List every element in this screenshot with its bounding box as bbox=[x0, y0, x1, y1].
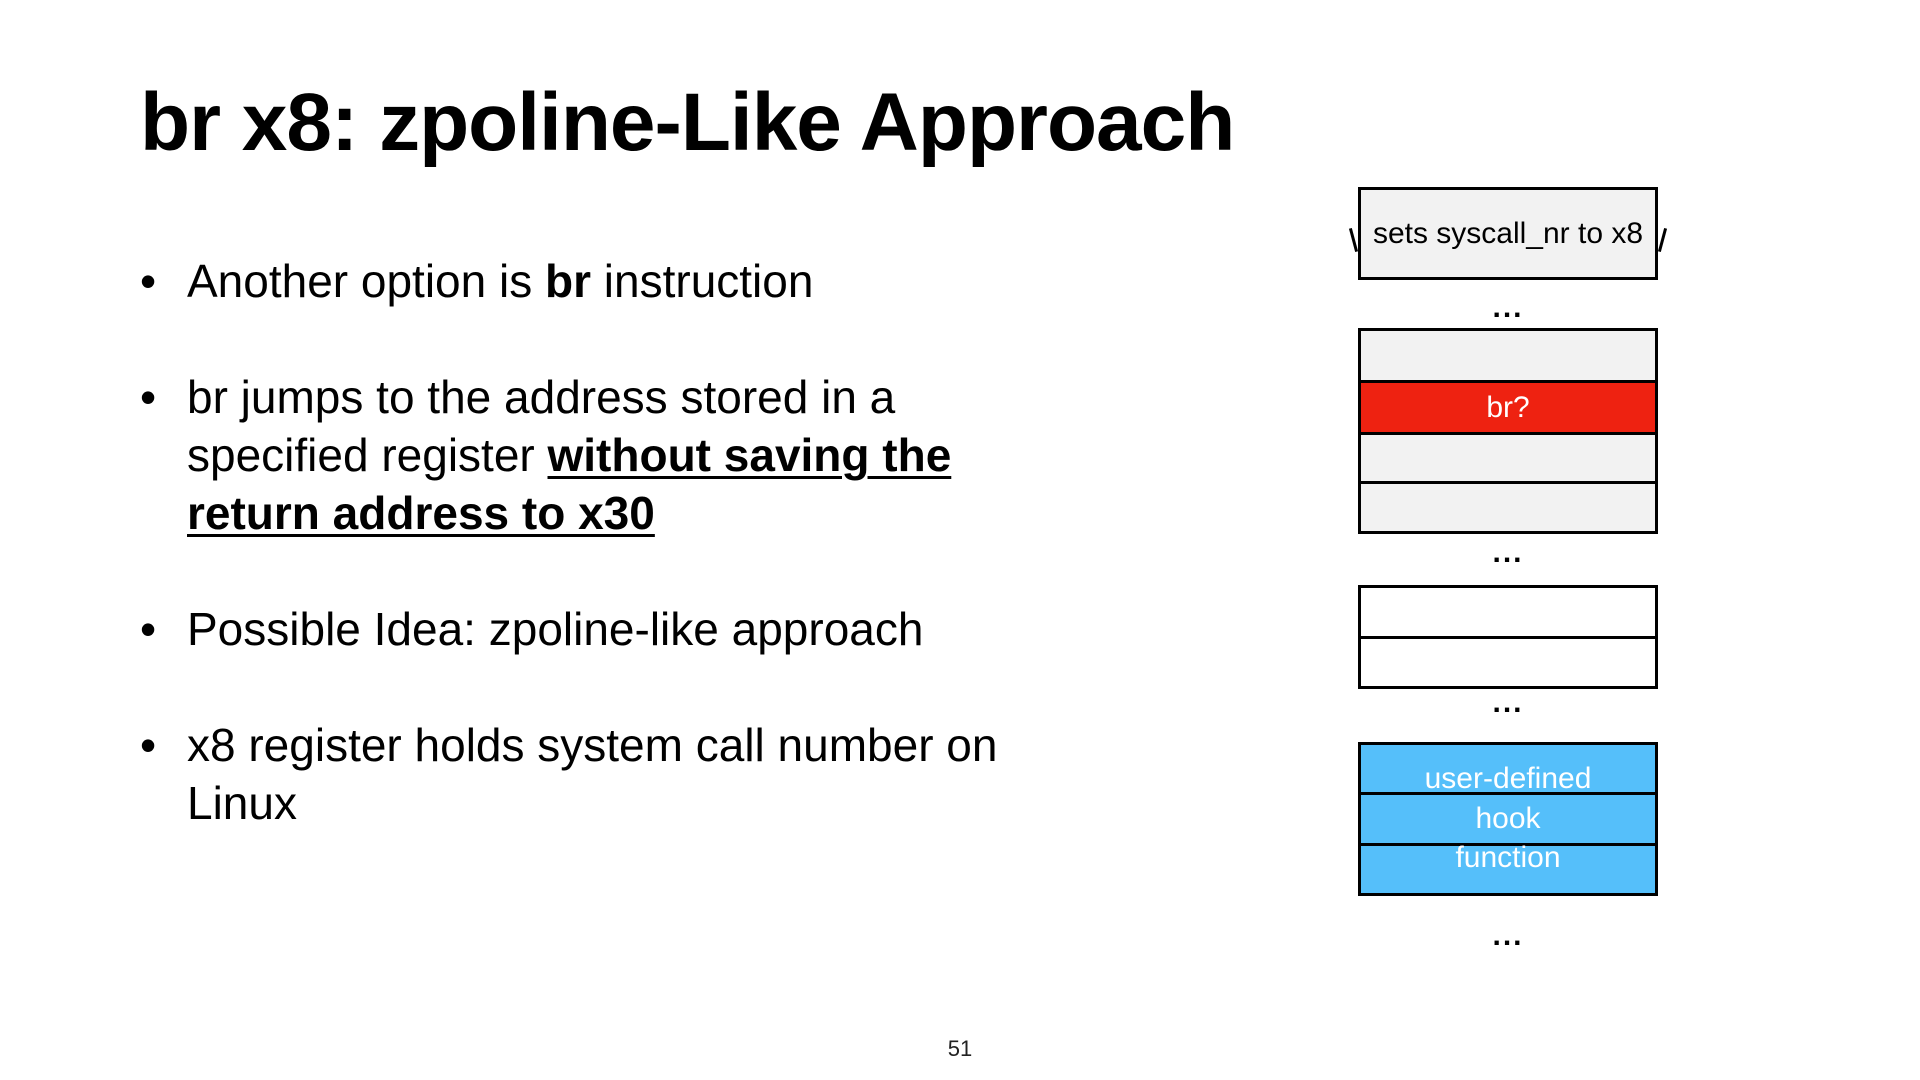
ellipsis: ... bbox=[1492, 536, 1524, 569]
hook-row bbox=[1358, 843, 1658, 896]
bullet-bold-underline: without saving the return address to x30 bbox=[187, 429, 952, 539]
arrow-mark bbox=[1348, 228, 1359, 252]
memory-row bbox=[1358, 636, 1658, 689]
memory-row bbox=[1358, 328, 1658, 383]
bullet-text: instruction bbox=[591, 255, 814, 307]
bullet-dot: • bbox=[140, 719, 157, 771]
bullet-text: x8 register holds system call number on … bbox=[187, 719, 998, 829]
page-number: 51 bbox=[947, 1036, 973, 1061]
arrow-mark bbox=[1657, 228, 1668, 252]
memory-row bbox=[1358, 481, 1658, 534]
hook-label-line: function bbox=[1455, 841, 1561, 874]
hook-label-line: hook bbox=[1475, 802, 1541, 835]
bullet-dot: • bbox=[140, 603, 157, 655]
hook-row bbox=[1358, 742, 1658, 795]
bullet-text: Possible Idea: zpoline-like approach bbox=[187, 603, 924, 655]
bullet-text: br jumps to the address stored in a spec… bbox=[187, 371, 896, 481]
ellipsis: ... bbox=[1492, 919, 1524, 952]
bullet-bold: br bbox=[545, 255, 592, 307]
memory-row bbox=[1358, 432, 1658, 484]
bullet-text: Another option is bbox=[187, 255, 546, 307]
br-instruction-row: br? bbox=[1358, 380, 1658, 435]
bullet-dot: • bbox=[140, 371, 157, 423]
hook-label-line: user-defined bbox=[1424, 762, 1592, 795]
slide-title: br x8: zpoline-Like Approach bbox=[140, 77, 1235, 168]
syscall-setup-box: sets syscall_nr to x8 bbox=[1358, 187, 1658, 280]
ellipsis: ... bbox=[1492, 291, 1524, 324]
bullet-dot: • bbox=[140, 255, 157, 307]
ellipsis: ... bbox=[1492, 686, 1524, 719]
memory-row bbox=[1358, 585, 1658, 639]
